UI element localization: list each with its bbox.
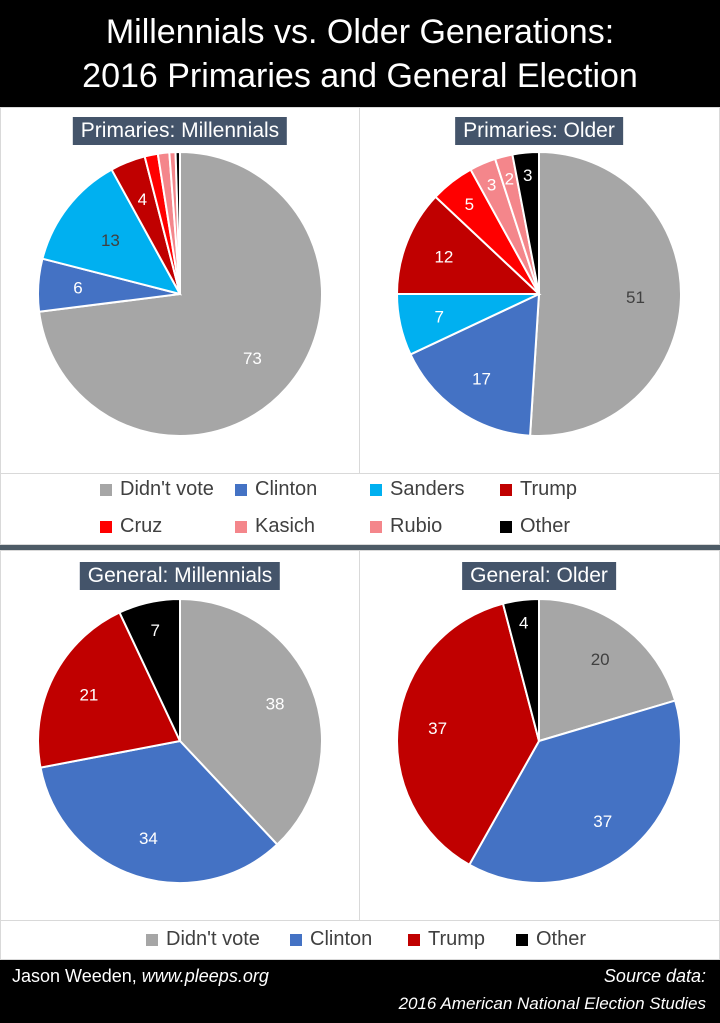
general-legend-divider <box>0 920 720 921</box>
legend-swatch <box>370 520 382 533</box>
legend-label: Clinton <box>255 478 318 500</box>
primaries-divider-vertical <box>359 107 360 473</box>
title-line-2: 2016 Primaries and General Election <box>82 57 638 95</box>
legend-label: Sanders <box>390 478 465 500</box>
chart-title-primaries-millennials: Primaries: Millennials <box>72 117 288 145</box>
pie-slice-general-millennials-other <box>118 597 181 742</box>
data-label-general-millennials-didn-t-vote: 38 <box>266 694 285 713</box>
pie-primaries-millennials: 73 6 13 4 <box>37 150 323 437</box>
data-label-general-older-didn-t-vote: 20 <box>591 650 610 669</box>
legend-swatch <box>100 520 112 533</box>
chart-title-primaries-older: Primaries: Older <box>455 117 623 145</box>
pie-slice-primaries-older-other <box>511 150 540 295</box>
legend-label: Didn't vote <box>166 928 260 950</box>
pie-slice-general-older-didn-t-vote <box>538 597 677 743</box>
legend-swatch <box>146 933 158 946</box>
legend-item-clinton: Clinton <box>235 478 317 501</box>
footer: Jason Weeden, www.pleeps.org Source data… <box>0 960 720 1023</box>
pie-general-older: 20 37 37 4 <box>396 597 682 884</box>
legend-item-kasich: Kasich <box>235 515 315 538</box>
data-label-primaries-millennials-didn-t-vote: 73 <box>243 349 262 368</box>
data-label-general-older-other: 4 <box>519 614 528 633</box>
legend-label: Trump <box>520 478 578 500</box>
legend-swatch <box>516 933 528 946</box>
pie-general-millennials: 38 34 21 7 <box>37 597 324 884</box>
source-name: 2016 American National Election Studies <box>398 994 706 1013</box>
data-label-primaries-millennials-clinton: 6 <box>73 279 82 298</box>
legend-item-other: Other <box>516 928 586 951</box>
chart-title-general-millennials: General: Millennials <box>79 562 281 590</box>
legend-label: Didn't vote <box>120 478 214 500</box>
pie-slice-primaries-older-didn-t-vote <box>529 150 682 437</box>
legend-item-other: Other <box>500 515 570 538</box>
data-label-primaries-older-trump: 12 <box>434 247 453 266</box>
legend-item-rubio: Rubio <box>370 515 442 538</box>
legend-swatch <box>235 483 247 496</box>
title-line-1: Millennials vs. Older Generations: <box>105 13 615 51</box>
legend-swatch <box>100 483 112 496</box>
legend-item-didn-t-vote: Didn't vote <box>100 478 214 501</box>
pie-slice-general-older-trump <box>396 602 541 867</box>
pie-slice-general-millennials-didn-t-vote <box>179 597 324 846</box>
legend-swatch <box>370 483 382 496</box>
data-label-general-older-trump: 37 <box>428 719 447 738</box>
legend-item-cruz: Cruz <box>100 515 162 538</box>
pie-slice-primaries-older-clinton <box>409 292 541 437</box>
legend-label: Other <box>536 928 587 950</box>
data-label-general-older-clinton: 37 <box>593 812 612 831</box>
data-label-primaries-older-cruz: 5 <box>465 195 474 214</box>
section-divider <box>0 545 720 550</box>
source-label: Source data: <box>603 966 706 986</box>
data-label-primaries-older-sanders: 7 <box>434 307 443 326</box>
legend-item-clinton: Clinton <box>290 928 372 951</box>
chart-title-general-older: General: Older <box>462 562 616 590</box>
legend-item-trump: Trump <box>408 928 485 951</box>
data-label-primaries-older-didn-t-vote: 51 <box>626 288 645 307</box>
legend-label: Trump <box>428 928 486 950</box>
data-label-general-millennials-other: 7 <box>150 621 159 640</box>
legend-label: Rubio <box>390 515 443 537</box>
data-label-primaries-older-rubio: 2 <box>505 169 514 188</box>
legend-label: Kasich <box>255 515 316 537</box>
legend-swatch <box>235 520 247 533</box>
legend-swatch <box>290 933 302 946</box>
header: Millennials vs. Older Generations: 2016 … <box>0 0 720 107</box>
pie-slice-primaries-older-trump <box>395 195 542 295</box>
data-label-general-millennials-trump: 21 <box>79 686 98 705</box>
general-divider-vertical <box>359 550 360 920</box>
data-label-primaries-millennials-trump: 4 <box>138 190 147 209</box>
data-label-primaries-millennials-sanders: 13 <box>101 231 120 250</box>
data-label-general-millennials-clinton: 34 <box>139 829 158 848</box>
legend-swatch <box>408 933 420 946</box>
legend-label: Cruz <box>120 515 163 537</box>
data-label-primaries-older-kasich: 3 <box>487 176 496 195</box>
pie-slice-primaries-millennials-other <box>174 150 181 295</box>
legend-swatch <box>500 483 512 496</box>
legend-item-trump: Trump <box>500 478 577 501</box>
data-label-primaries-older-clinton: 17 <box>472 370 491 389</box>
pie-slice-general-older-other <box>501 597 540 742</box>
legend-item-sanders: Sanders <box>370 478 465 501</box>
pie-slice-general-millennials-trump <box>37 611 182 769</box>
pie-slice-primaries-millennials-sanders <box>41 168 182 296</box>
legend-item-didn-t-vote: Didn't vote <box>146 928 260 951</box>
legend-swatch <box>500 520 512 533</box>
author-url[interactable]: www.pleeps.org <box>141 966 269 986</box>
legend-label: Clinton <box>310 928 373 950</box>
pie-slice-general-older-clinton <box>467 699 682 884</box>
author-name: Jason Weeden, <box>12 966 142 986</box>
pie-slice-general-millennials-clinton <box>39 739 279 884</box>
data-label-primaries-older-other: 3 <box>523 166 532 185</box>
legend-label: Other <box>520 515 571 537</box>
primaries-legend-divider <box>0 473 720 474</box>
author-credit: Jason Weeden, www.pleeps.org <box>12 966 269 987</box>
